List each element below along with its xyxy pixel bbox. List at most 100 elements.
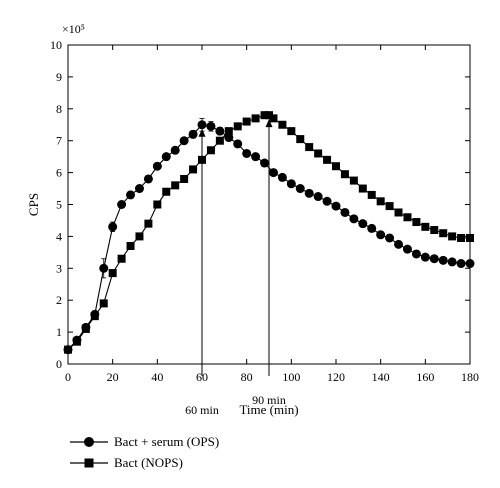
- data-point-square: [323, 155, 332, 164]
- x-tick-label: 40: [151, 370, 163, 384]
- data-point-circle: [313, 192, 323, 202]
- data-point-square: [394, 208, 403, 217]
- data-point-circle: [126, 190, 136, 200]
- y-tick-label: 4: [56, 229, 62, 243]
- data-point-square: [287, 127, 296, 136]
- x-axis-label: Time (min): [239, 402, 298, 417]
- data-point-circle: [170, 145, 180, 155]
- data-point-circle: [385, 233, 395, 243]
- data-point-square: [376, 197, 385, 206]
- data-point-square: [189, 165, 198, 174]
- data-point-circle: [331, 201, 341, 211]
- data-point-circle: [420, 252, 430, 262]
- data-point-circle: [286, 179, 296, 189]
- data-point-square: [206, 146, 215, 155]
- data-point-square: [421, 222, 430, 231]
- data-point-circle: [206, 121, 216, 131]
- data-point-square: [448, 232, 457, 241]
- annotation-label: 60 min: [185, 403, 219, 417]
- data-point-circle: [215, 126, 225, 136]
- data-point-square: [108, 269, 117, 278]
- data-point-square: [242, 117, 251, 126]
- data-point-square: [233, 122, 242, 131]
- x-tick-label: 80: [241, 370, 253, 384]
- axes: 0 20 40 60 80 100 120 140 160 180 0 1 2 3 4 5 6 7 8 9 10: [50, 38, 479, 384]
- data-point-square: [99, 299, 108, 308]
- legend-item-ops: Bact + serum (OPS): [70, 434, 219, 449]
- data-point-circle: [349, 214, 359, 224]
- data-point-circle: [402, 244, 412, 254]
- data-point-circle: [465, 259, 475, 269]
- data-point-circle: [224, 133, 234, 143]
- data-point-square: [126, 241, 135, 250]
- x-tick-label: 60: [196, 370, 208, 384]
- legend-square-marker: [84, 458, 94, 468]
- data-point-circle: [134, 184, 144, 194]
- legend: Bact + serum (OPS) Bact (NOPS): [70, 434, 219, 470]
- x-tick-label: 180: [461, 370, 479, 384]
- data-point-square: [260, 111, 269, 120]
- data-point-square: [117, 254, 126, 263]
- y-tick-label: 3: [56, 261, 62, 275]
- data-point-square: [215, 136, 224, 145]
- data-point-square: [457, 233, 466, 242]
- data-point-square: [269, 114, 278, 123]
- y-tick-label: 1: [56, 325, 62, 339]
- data-point-square: [278, 120, 287, 129]
- data-point-circle: [161, 152, 171, 162]
- annotation-arrowhead: [265, 119, 273, 128]
- x-tick-label: 0: [65, 370, 71, 384]
- data-point-square: [439, 229, 448, 238]
- data-point-square: [265, 111, 273, 120]
- data-point-circle: [304, 188, 314, 198]
- data-point-circle: [117, 200, 127, 209]
- data-point-square: [358, 184, 367, 193]
- x-tick-label: 100: [282, 370, 300, 384]
- y-tick-label: 5: [56, 198, 62, 212]
- data-point-square: [251, 114, 260, 123]
- data-point-circle: [367, 223, 377, 233]
- annotation-label: 90 min: [252, 393, 286, 407]
- data-point-square: [430, 226, 439, 235]
- x-tick-label: 20: [107, 370, 119, 384]
- data-point-circle: [251, 152, 261, 162]
- y-tick-label: 0: [56, 357, 62, 371]
- y-tick-label: 6: [56, 166, 62, 180]
- data-point-square: [81, 324, 90, 333]
- data-point-square: [162, 187, 171, 196]
- data-point-circle: [99, 263, 109, 273]
- data-point-circle: [179, 136, 189, 146]
- data-point-circle: [340, 207, 350, 217]
- y-tick-label: 9: [56, 70, 62, 84]
- data-point-circle: [411, 249, 421, 259]
- data-point-circle: [143, 174, 153, 184]
- data-point-square: [64, 345, 72, 354]
- series-nops: [64, 111, 474, 354]
- data-point-square: [296, 135, 305, 144]
- y-tick-label: 2: [56, 293, 62, 307]
- y-tick-label: 10: [50, 38, 62, 52]
- data-point-square: [385, 202, 394, 211]
- data-point-square: [224, 127, 233, 136]
- annotation-layer: 60 min 90 min: [185, 119, 286, 417]
- data-point-circle: [429, 254, 439, 264]
- data-point-circle: [376, 230, 386, 240]
- y-tick-label: 8: [56, 102, 62, 116]
- data-point-circle: [152, 161, 162, 171]
- data-point-circle: [108, 222, 118, 232]
- data-point-circle: [268, 168, 278, 178]
- data-point-circle: [188, 129, 198, 139]
- legend-label-ops: Bact + serum (OPS): [114, 434, 219, 449]
- data-point-circle: [242, 148, 252, 158]
- data-point-square: [367, 190, 376, 199]
- data-point-square: [340, 170, 349, 179]
- y-axis-multiplier: ×10⁵: [62, 22, 85, 36]
- data-point-circle: [322, 196, 332, 206]
- data-point-circle: [394, 239, 404, 249]
- legend-circle-marker: [84, 437, 94, 447]
- data-point-square: [171, 181, 180, 190]
- data-point-circle: [358, 219, 368, 229]
- x-tick-label: 160: [416, 370, 434, 384]
- data-point-circle: [277, 172, 287, 182]
